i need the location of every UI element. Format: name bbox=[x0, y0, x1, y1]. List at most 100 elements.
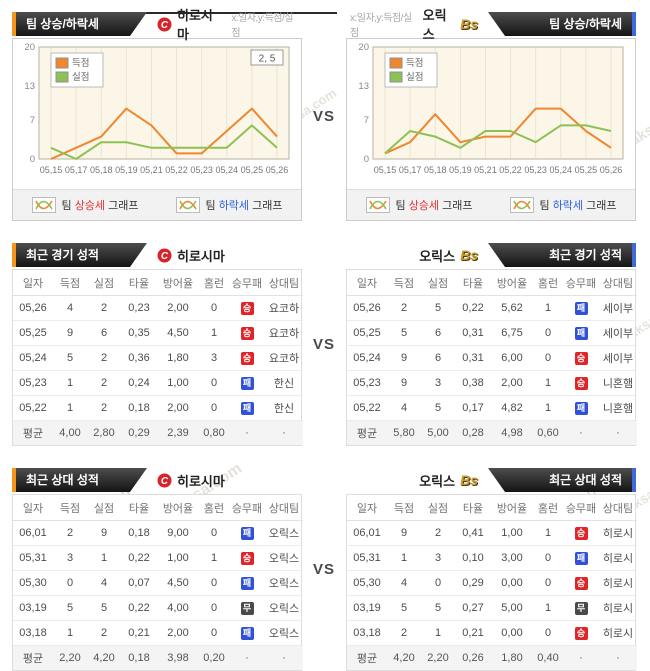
stat-cell: 03,18 bbox=[13, 620, 53, 646]
result-cell: 패 bbox=[229, 520, 265, 546]
stat-cell: 5 bbox=[421, 295, 455, 321]
stat-cell: 9 bbox=[53, 320, 87, 346]
stat-cell: 1 bbox=[199, 545, 229, 571]
x-tick-label: 05,26 bbox=[266, 165, 289, 175]
result-badge-loss: 패 bbox=[574, 326, 588, 340]
result-cell: 패 bbox=[563, 295, 599, 321]
result-cell: 승 bbox=[563, 345, 599, 371]
table-row: 03,18 2 1 0,21 0,00 0 승 히로시 bbox=[347, 620, 637, 646]
trend-banner-right: x:일자,y:득점/실점 오릭스 Bs 팀 상승/하락세 bbox=[346, 8, 636, 42]
average-cell: 0,20 bbox=[199, 645, 229, 670]
stat-cell: 1,00 bbox=[491, 520, 533, 546]
stat-cell: 05,24 bbox=[347, 345, 387, 371]
downtrend-legend-label: 팀 하락세 그래프 bbox=[206, 197, 283, 213]
average-row: 평균 4,20 2,20 0,26 1,80 0,40 · · bbox=[347, 645, 637, 670]
hiroshima-logo-icon: C bbox=[157, 473, 172, 488]
average-cell: · bbox=[265, 420, 303, 445]
x-tick-label: 05,25 bbox=[575, 165, 598, 175]
stat-cell: 2 bbox=[421, 520, 455, 546]
orix-logo-icon: Bs bbox=[460, 247, 478, 263]
stat-cell: 3 bbox=[421, 370, 455, 396]
table-row: 05,30 4 0 0,29 0,00 0 승 히로시 bbox=[347, 570, 637, 596]
series-line-득점 bbox=[384, 107, 612, 155]
stat-cell: 0,23 bbox=[121, 295, 157, 321]
stat-cell: 1 bbox=[533, 520, 563, 546]
stat-cell: 2 bbox=[87, 620, 121, 646]
y-tick-label: 13 bbox=[24, 81, 35, 92]
column-header: 타율 bbox=[455, 495, 491, 521]
h2h-section: 최근 상대 성적 C 히로시마 일자 득점 실점 타율 방어율 홈런 승무패 상대팀 06,01… bbox=[0, 468, 650, 671]
stat-cell: 05,23 bbox=[347, 370, 387, 396]
stat-cell: 0,22 bbox=[121, 595, 157, 621]
column-header: 득점 bbox=[387, 495, 421, 521]
stat-cell: 0,18 bbox=[121, 520, 157, 546]
average-cell: 0,40 bbox=[533, 645, 563, 670]
vs-label: VS bbox=[312, 108, 335, 125]
trend-chart-box-left: 05,15 05,17 05,18 05,19 05,21 05,22 05,23 05,24… bbox=[12, 38, 302, 221]
result-badge-win: 승 bbox=[240, 351, 254, 365]
stat-cell: 0,24 bbox=[121, 370, 157, 396]
stat-cell: 0 bbox=[199, 295, 229, 321]
stat-cell: 0,35 bbox=[121, 320, 157, 346]
column-header: 실점 bbox=[87, 495, 121, 521]
stat-cell: 3 bbox=[199, 345, 229, 371]
trend-chart-orix[interactable]: 05,15 05,17 05,18 05,19 05,21 05,22 05,23 05,24… bbox=[347, 39, 635, 189]
legend-label: 득점 bbox=[72, 57, 89, 69]
column-header: 홈런 bbox=[533, 270, 563, 296]
trend-chart-box-right: 05,15 05,17 05,18 05,19 05,21 05,22 05,23 05,24… bbox=[346, 38, 636, 221]
stat-cell: 0,18 bbox=[121, 395, 157, 421]
recent-table-orix: 일자 득점 실점 타율 방어율 홈런 승무패 상대팀 05,26 2 5 0,22 5,62 1 패 세이부 0… bbox=[346, 269, 637, 446]
stat-cell: 1 bbox=[53, 370, 87, 396]
column-header: 승무패 bbox=[563, 495, 599, 521]
stat-cell: 4,82 bbox=[491, 395, 533, 421]
table-row: 03,19 5 5 0,22 4,00 0 무 오릭스 bbox=[13, 595, 303, 621]
legend-label: 실점 bbox=[406, 71, 423, 83]
stat-cell: 0,31 bbox=[455, 320, 491, 346]
x-tick-label: 05,19 bbox=[449, 165, 472, 175]
stat-cell: 5 bbox=[421, 595, 455, 621]
stat-cell: 0 bbox=[199, 520, 229, 546]
average-cell: 0,29 bbox=[121, 420, 157, 445]
stat-cell: 4 bbox=[387, 395, 421, 421]
column-header: 승무패 bbox=[563, 270, 599, 296]
recent-table-hiroshima: 일자 득점 실점 타율 방어율 홈런 승무패 상대팀 05,26 4 2 0,23 2,00 0 승 요코하 0… bbox=[12, 269, 303, 446]
uptrend-legend: 팀 상승세 그래프 bbox=[31, 197, 139, 213]
opponent-cell: 히로시 bbox=[599, 620, 637, 646]
stat-cell: 05,31 bbox=[13, 545, 53, 571]
stat-cell: 6 bbox=[421, 345, 455, 371]
column-header: 상대팀 bbox=[599, 495, 637, 521]
table-row: 03,19 5 5 0,27 5,00 1 무 히로시 bbox=[347, 595, 637, 621]
column-header: 득점 bbox=[53, 270, 87, 296]
table-header-row: 일자 득점 실점 타율 방어율 홈런 승무패 상대팀 bbox=[347, 270, 637, 296]
column-header: 승무패 bbox=[229, 270, 265, 296]
stat-cell: 0,22 bbox=[455, 295, 491, 321]
axis-hint-right: x:일자,y:득점/실점 bbox=[350, 13, 412, 39]
team-name-orix: 오릭스 bbox=[422, 8, 447, 42]
opponent-cell: 히로시 bbox=[599, 545, 637, 571]
uptrend-graph-icon bbox=[31, 197, 56, 213]
stat-cell: 2 bbox=[53, 520, 87, 546]
result-cell: 승 bbox=[563, 520, 599, 546]
x-tick-label: 05,23 bbox=[190, 165, 213, 175]
column-header: 타율 bbox=[121, 270, 157, 296]
stat-cell: 0 bbox=[533, 620, 563, 646]
column-header: 일자 bbox=[347, 270, 387, 296]
column-header: 일자 bbox=[347, 495, 387, 521]
stat-cell: 2 bbox=[87, 295, 121, 321]
h2h-banner-right: 오릭스 Bs 최근 상대 성적 bbox=[346, 468, 636, 492]
average-cell: 4,20 bbox=[87, 645, 121, 670]
x-tick-label: 05,18 bbox=[90, 165, 113, 175]
recent-title-left: 최근 경기 성적 bbox=[26, 248, 99, 262]
stats-table: 일자 득점 실점 타율 방어율 홈런 승무패 상대팀 05,26 2 5 0,22 5,62 1 패 세이부 0… bbox=[347, 270, 637, 445]
opponent-cell: 한신 bbox=[265, 395, 303, 421]
recent-tab-right: 최근 경기 성적 bbox=[488, 243, 636, 267]
word-team: 팀 bbox=[205, 200, 216, 212]
recent-tab-left: 최근 경기 성적 bbox=[12, 243, 147, 267]
stat-cell: 9,00 bbox=[157, 520, 199, 546]
stat-cell: 1 bbox=[533, 370, 563, 396]
x-tick-label: 05,25 bbox=[241, 165, 264, 175]
stat-cell: 2 bbox=[387, 620, 421, 646]
word-graph: 그래프 bbox=[252, 200, 283, 212]
trend-chart-hiroshima[interactable]: 05,15 05,17 05,18 05,19 05,21 05,22 05,23 05,24… bbox=[13, 39, 301, 189]
stat-cell: 4 bbox=[87, 570, 121, 596]
